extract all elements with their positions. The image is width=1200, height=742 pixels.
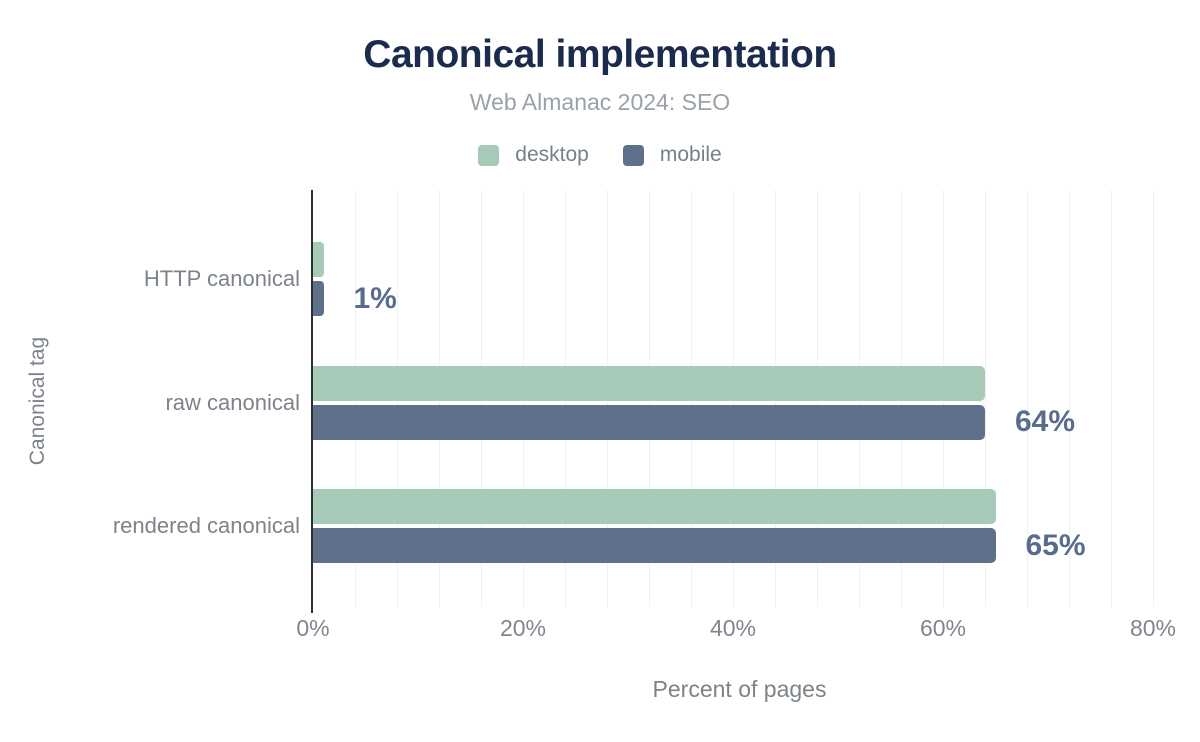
bar-mobile-raw-canonical — [313, 404, 985, 440]
legend: desktop mobile — [0, 143, 1200, 167]
x-tick-40%: 40% — [709, 615, 757, 641]
category-label-2: rendered canonical — [112, 513, 300, 538]
legend-item-desktop: desktop — [478, 143, 589, 167]
bar-desktop-http-canonical — [313, 242, 324, 277]
x-tick-0%: 0% — [296, 615, 330, 641]
plot-area: 1% 64% 65% — [311, 190, 1166, 613]
gridline — [1111, 190, 1112, 607]
x-tick-80%: 80% — [1129, 615, 1177, 641]
x-tick-60%: 60% — [919, 615, 967, 641]
gridline — [985, 190, 986, 607]
bar-desktop-rendered-canonical — [313, 489, 996, 524]
value-label-2: 65% — [1025, 528, 1086, 562]
legend-swatch-desktop — [478, 144, 500, 166]
gridline — [1027, 190, 1028, 607]
bar-mobile-rendered-canonical — [313, 528, 996, 563]
x-tick-20%: 20% — [499, 615, 547, 641]
category-label-1: raw canonical — [165, 389, 300, 415]
bar-mobile-http-canonical — [313, 281, 324, 316]
legend-label-desktop: desktop — [515, 143, 589, 166]
gridline — [1069, 190, 1070, 607]
bar-desktop-raw-canonical — [313, 365, 985, 401]
gridline — [1153, 190, 1154, 607]
chart-subtitle: Web Almanac 2024: SEO — [469, 89, 731, 115]
chart-title: Canonical implementation — [363, 33, 837, 76]
legend-label-mobile: mobile — [659, 143, 722, 166]
value-label-0: 1% — [353, 281, 397, 315]
value-label-1: 64% — [1015, 405, 1076, 438]
y-axis-line — [311, 190, 313, 613]
legend-swatch-mobile — [622, 144, 644, 166]
category-label-0: HTTP canonical — [143, 266, 300, 291]
legend-item-mobile: mobile — [622, 143, 722, 167]
x-axis-title: Percent of pages — [652, 676, 827, 702]
